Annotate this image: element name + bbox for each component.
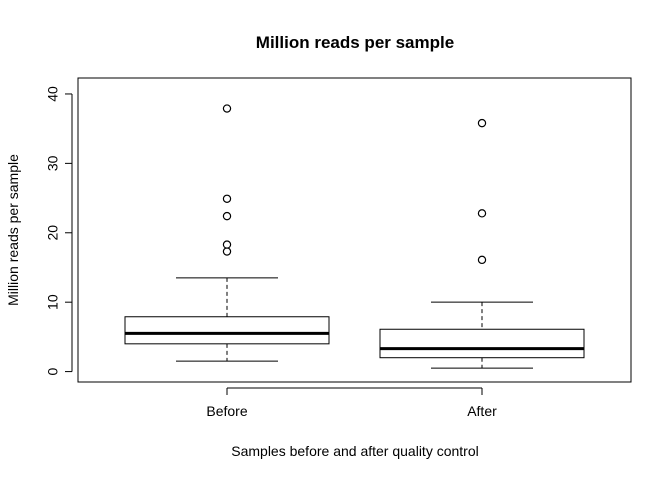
- x-tick-label-after: After: [467, 403, 497, 419]
- before-box: [124, 316, 330, 345]
- after-box: [379, 328, 585, 359]
- y-tick-label-0: 0: [45, 367, 61, 375]
- chart-title: Million reads per sample: [256, 33, 454, 52]
- x-axis-label: Samples before and after quality control: [231, 443, 478, 459]
- x-tick-label-before: Before: [206, 403, 247, 419]
- after-outlier-1: [477, 209, 487, 218]
- before-outlier-0: [222, 247, 232, 256]
- y-tick-label-3: 30: [45, 155, 61, 171]
- before-outlier-4: [222, 104, 232, 113]
- y-tick-label-2: 20: [45, 225, 61, 241]
- plot-frame: [77, 77, 632, 383]
- y-tick-label-4: 40: [45, 86, 61, 102]
- boxes: [124, 104, 585, 369]
- before-outlier-1: [222, 240, 232, 249]
- after-outlier-0: [477, 255, 487, 265]
- x-axis: Before After: [206, 387, 497, 419]
- y-axis: 0 10 20 30 40: [45, 86, 73, 375]
- after-outlier-2: [477, 118, 487, 128]
- y-axis-label: Million reads per sample: [5, 154, 21, 306]
- before-outlier-3: [222, 194, 232, 203]
- y-tick-label-1: 10: [45, 294, 61, 310]
- before-outlier-2: [222, 211, 232, 221]
